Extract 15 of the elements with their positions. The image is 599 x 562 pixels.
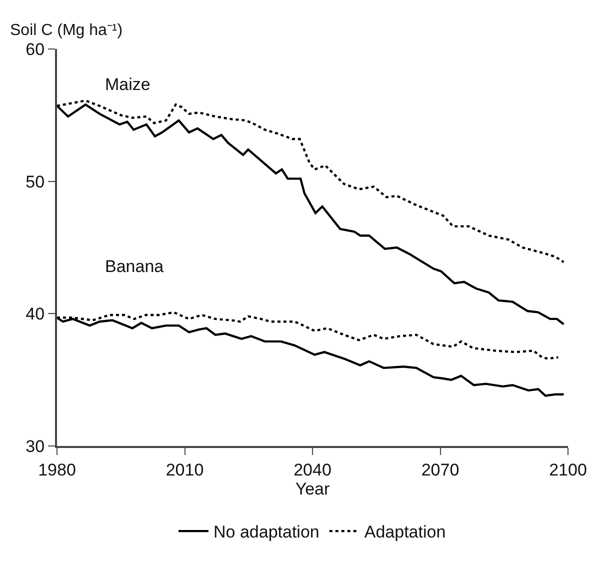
- y-tick-label: 50: [26, 172, 45, 192]
- legend-label: No adaptation: [214, 522, 320, 542]
- annotation: Banana: [105, 257, 164, 276]
- x-tick-label: 1980: [38, 460, 76, 480]
- x-tick-label: 2070: [421, 460, 460, 480]
- y-tick-label: 40: [26, 304, 45, 324]
- y-tick-label: 30: [26, 436, 45, 456]
- x-tick-label: 2100: [549, 460, 587, 480]
- legend-label: Adaptation: [364, 522, 446, 542]
- y-tick-label: 60: [26, 40, 45, 59]
- x-tick-label: 2040: [294, 460, 332, 480]
- annotation: Maize: [105, 75, 150, 94]
- y-axis-title: Soil C (Mg ha⁻¹): [10, 22, 123, 39]
- x-axis-title: Year: [295, 479, 330, 498]
- x-tick-label: 2010: [166, 460, 204, 480]
